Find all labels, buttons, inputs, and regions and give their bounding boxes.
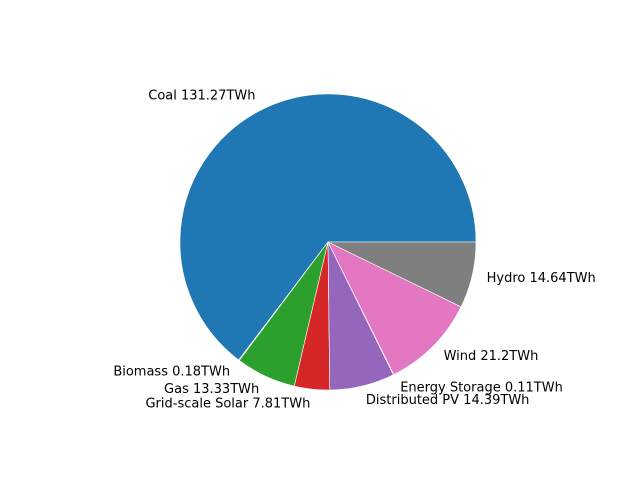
pie-label-gas: Gas 13.33TWh — [164, 382, 259, 397]
pie-label-grid-scale-solar: Grid-scale Solar 7.81TWh — [145, 396, 310, 411]
pie-label-coal: Coal 131.27TWh — [148, 89, 255, 104]
pie-label-biomass: Biomass 0.18TWh — [113, 365, 230, 380]
pie-label-hydro: Hydro 14.64TWh — [487, 271, 596, 286]
pie-slice-wind — [327, 241, 462, 375]
pie-label-distributed-pv: Distributed PV 14.39TWh — [366, 393, 530, 408]
pie-label-wind: Wind 21.2TWh — [444, 349, 539, 364]
pie-slice-hydro — [327, 241, 477, 308]
pie-slice-coal — [179, 93, 477, 361]
pie-labels: Coal 131.27TWh Biomass 0.18TWh Gas 13.33TW… — [113, 89, 595, 412]
pie-slices — [179, 93, 477, 391]
pie-label-energy-storage: Energy Storage 0.11TWh — [400, 380, 563, 395]
